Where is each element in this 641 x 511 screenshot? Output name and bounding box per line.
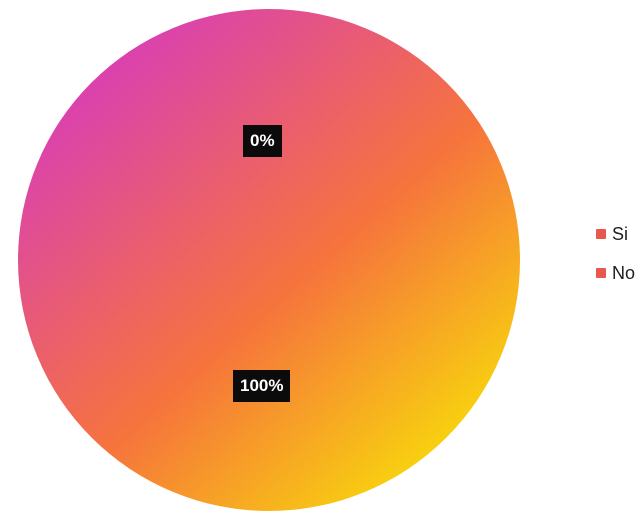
legend-label-si: Si (612, 223, 629, 244)
data-label-no: 100% (233, 370, 291, 402)
legend-label-no: No (612, 262, 636, 283)
legend-item-no: No (596, 261, 635, 285)
legend-swatch-no (596, 268, 606, 278)
legend-swatch-si (596, 229, 606, 239)
pie-slices (18, 9, 520, 511)
legend: Si No (596, 222, 635, 300)
data-label-si: 0% (243, 125, 282, 157)
pie-slice-no (18, 9, 520, 511)
legend-item-si: Si (596, 222, 635, 246)
